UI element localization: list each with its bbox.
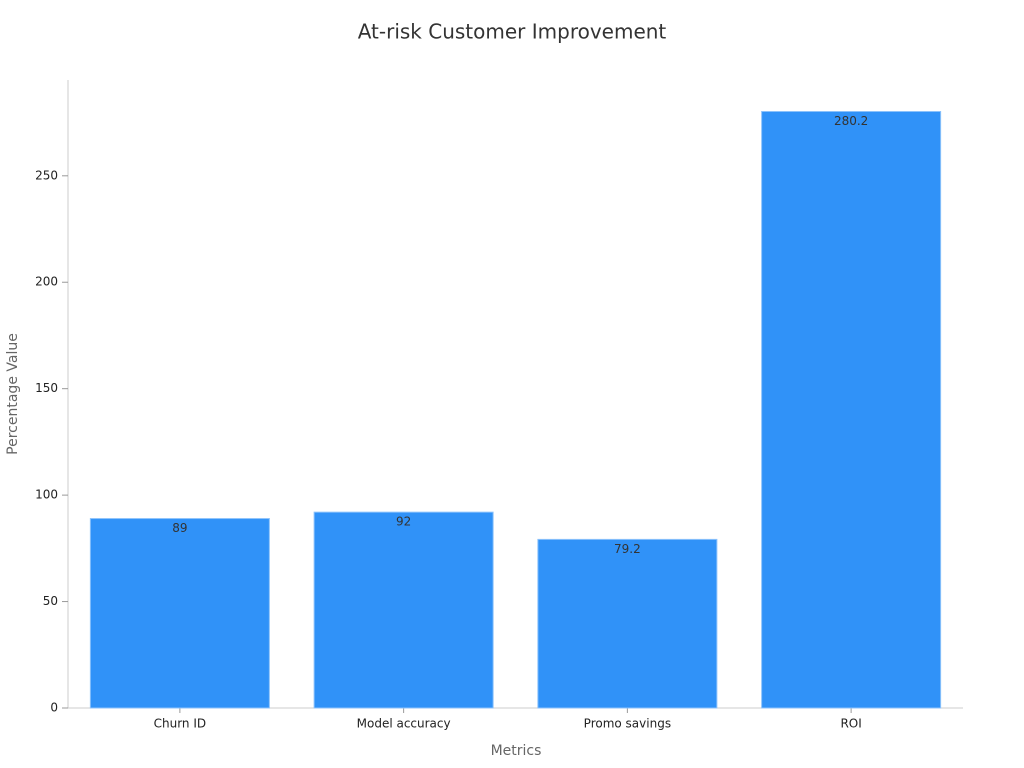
x-tick-label: Promo savings [584,717,671,731]
bar [761,111,942,709]
x-tick-label: Model accuracy [357,717,451,731]
bar [537,538,718,709]
value-label: 79.2 [614,542,641,556]
y-tick-label: 50 [43,594,58,608]
chart-title: At-risk Customer Improvement [358,20,667,44]
x-axis-title: Metrics [491,743,542,759]
value-label: 92 [396,515,411,529]
y-tick-label: 200 [35,275,58,289]
x-tick-label: ROI [840,717,861,731]
bar [313,511,494,709]
bar [89,518,270,709]
y-axis-title: Percentage Value [5,333,21,455]
value-label: 89 [172,521,187,535]
y-tick-label: 250 [35,168,58,182]
y-tick-label: 0 [50,701,58,715]
y-tick-label: 100 [35,488,58,502]
x-tick-label: Churn ID [154,717,207,731]
value-label: 280.2 [834,114,868,128]
y-tick-label: 150 [35,381,58,395]
